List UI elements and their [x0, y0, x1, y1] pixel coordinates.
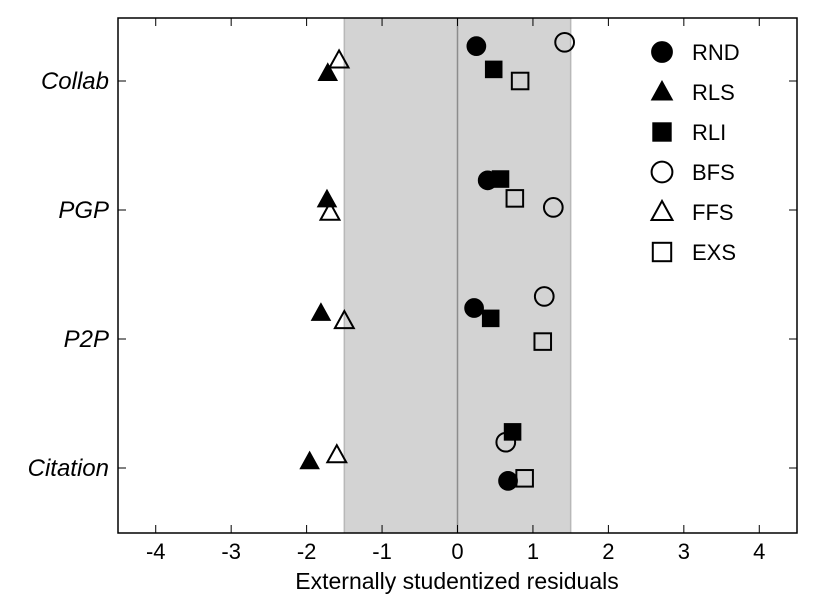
- point-rnd: [464, 298, 484, 318]
- legend-label-exs: EXS: [692, 240, 736, 265]
- point-ffs: [333, 308, 356, 330]
- point-ffs: [325, 443, 348, 464]
- x-tick-label: 0: [451, 539, 463, 564]
- x-tick-label: 2: [602, 539, 614, 564]
- point-rli: [481, 309, 500, 328]
- y-category-label: P2P: [64, 326, 109, 353]
- point-exs: [510, 71, 530, 91]
- x-tick-label: -1: [372, 539, 392, 564]
- x-axis-title: Externally studentized residuals: [295, 568, 618, 594]
- point-rli: [484, 60, 503, 79]
- x-tick-label: 1: [527, 539, 539, 564]
- point-bfs: [542, 197, 564, 218]
- point-rls: [299, 450, 320, 470]
- y-category-label: Collab: [41, 68, 109, 95]
- legend-label-rli: RLI: [692, 120, 726, 145]
- legend-marker-rli: [652, 122, 672, 142]
- legend-marker-ffs: [649, 198, 675, 221]
- x-tick-label: -3: [221, 539, 241, 564]
- legend-label-bfs: BFS: [692, 160, 735, 185]
- point-rnd: [466, 36, 487, 57]
- point-exs: [505, 189, 525, 208]
- point-rli: [491, 170, 510, 188]
- point-rnd: [498, 471, 518, 491]
- legend-marker-rnd: [651, 41, 673, 63]
- x-tick-label: 4: [753, 539, 765, 564]
- y-category-label: PGP: [58, 197, 109, 224]
- x-tick-label: 3: [678, 539, 690, 564]
- legend-label-rnd: RND: [692, 40, 740, 65]
- point-ffs: [318, 200, 342, 221]
- legend-label-ffs: FFS: [692, 200, 734, 225]
- point-rli: [503, 423, 522, 441]
- point-rls: [316, 188, 338, 208]
- point-ffs: [327, 48, 351, 69]
- legend-marker-exs: [651, 241, 673, 263]
- x-tick-label: -4: [146, 539, 166, 564]
- legend-marker-bfs: [650, 160, 674, 184]
- legend-marker-rls: [650, 79, 674, 101]
- y-category-label: Citation: [28, 455, 109, 482]
- point-exs: [533, 332, 553, 351]
- point-bfs: [533, 286, 555, 307]
- legend-label-rls: RLS: [692, 80, 735, 105]
- x-tick-label: -2: [297, 539, 317, 564]
- point-bfs: [554, 31, 575, 53]
- point-rls: [317, 62, 339, 81]
- point-rls: [310, 302, 332, 321]
